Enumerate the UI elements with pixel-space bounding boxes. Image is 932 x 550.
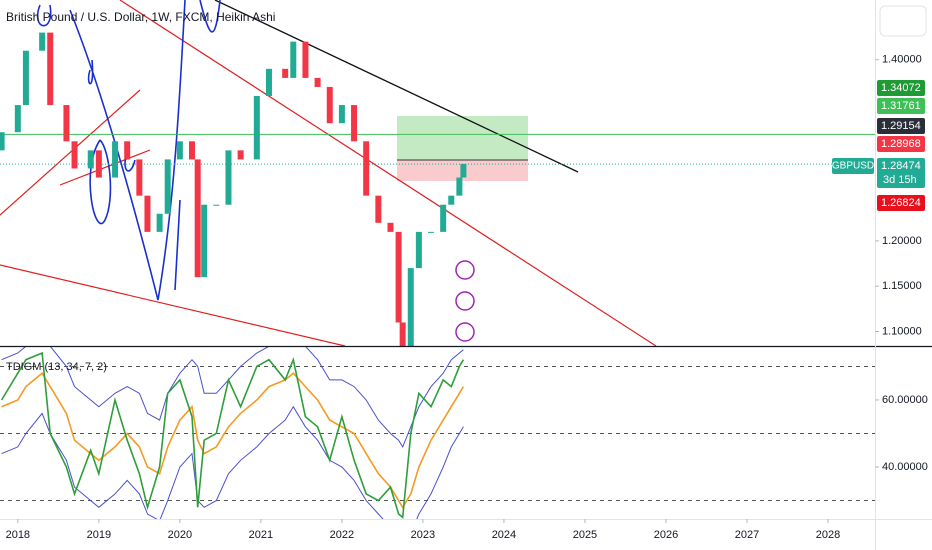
y-tick-label: 40.00000 bbox=[882, 461, 928, 473]
candle-body bbox=[164, 159, 171, 214]
price-label-bg bbox=[877, 158, 925, 188]
candle-body bbox=[428, 231, 435, 233]
candle-body bbox=[14, 105, 21, 133]
candle-body bbox=[189, 141, 196, 160]
toolbar-button[interactable] bbox=[879, 5, 927, 37]
candle-body bbox=[22, 50, 29, 106]
candle-body bbox=[71, 141, 78, 169]
candle-body bbox=[314, 77, 321, 87]
indicator-line bbox=[1, 347, 464, 449]
candle-body bbox=[351, 105, 358, 142]
hand-drawing bbox=[36, 0, 221, 301]
candle-body bbox=[213, 204, 220, 206]
candle-body bbox=[112, 141, 119, 178]
y-tick-label: 1.20000 bbox=[882, 235, 922, 247]
candle-body bbox=[124, 141, 131, 160]
trend-line bbox=[0, 89, 141, 216]
price-label: 1.34072 bbox=[881, 82, 921, 94]
price-label-sub: 3d 15h bbox=[883, 174, 917, 186]
event-icon bbox=[455, 322, 475, 342]
indicator-pane bbox=[0, 347, 875, 519]
candle-body bbox=[225, 150, 232, 205]
event-icon bbox=[455, 260, 475, 280]
indicator-line bbox=[1, 405, 464, 519]
candle-body bbox=[237, 150, 244, 160]
candle-body bbox=[0, 132, 5, 151]
price-label: 1.31761 bbox=[881, 100, 921, 112]
chart-title: British Pound / U.S. Dollar, 1W, FXCM, H… bbox=[6, 10, 275, 24]
price-label: 1.28474 bbox=[881, 160, 921, 172]
price-label-bg bbox=[877, 195, 925, 211]
x-tick-label: 2021 bbox=[249, 529, 273, 541]
candle-body bbox=[326, 86, 333, 124]
x-tick-label: 2028 bbox=[816, 529, 840, 541]
price-label-bg bbox=[877, 80, 925, 96]
candle-body bbox=[95, 150, 102, 178]
x-tick-label: 2020 bbox=[168, 529, 192, 541]
candle-body bbox=[440, 204, 447, 232]
candle-body bbox=[39, 32, 46, 51]
x-tick-label: 2019 bbox=[87, 529, 111, 541]
y-tick-label: 1.10000 bbox=[882, 325, 922, 337]
price-label-bg bbox=[877, 98, 925, 114]
x-tick-label: 2024 bbox=[492, 529, 516, 541]
axes: 2018 2019 2020 2021 2022 2023 2024 2025 2026 2027… bbox=[6, 54, 928, 541]
y-tick-label: 60.00000 bbox=[882, 394, 928, 406]
candle-body bbox=[144, 195, 151, 232]
x-tick-label: 2025 bbox=[573, 529, 597, 541]
candle-body bbox=[448, 195, 455, 205]
candle-body bbox=[395, 231, 402, 323]
candle-body bbox=[302, 41, 309, 78]
symbol-label: GBPUSD bbox=[832, 161, 874, 172]
candle-body bbox=[176, 141, 183, 160]
candle-body bbox=[399, 322, 406, 346]
candle-body bbox=[387, 222, 394, 232]
candle-body bbox=[136, 159, 143, 196]
candle-body bbox=[265, 68, 272, 97]
x-tick-label: 2018 bbox=[6, 529, 30, 541]
candle-body bbox=[201, 204, 208, 278]
candle-body bbox=[338, 105, 345, 124]
price-label: 1.29154 bbox=[881, 120, 921, 132]
candle-body bbox=[253, 96, 260, 160]
trend-line bbox=[0, 264, 346, 346]
candle-body bbox=[460, 163, 467, 178]
trend-line bbox=[119, 0, 657, 346]
x-tick-label: 2026 bbox=[654, 529, 678, 541]
candle-body bbox=[63, 105, 70, 142]
trend-line bbox=[214, 0, 579, 173]
candle-body bbox=[415, 231, 422, 269]
indicator-title: TDIGM (13, 34, 7, 2) bbox=[6, 361, 107, 373]
candle-body bbox=[456, 177, 463, 196]
y-tick-label: 1.15000 bbox=[882, 280, 922, 292]
price-pane bbox=[0, 0, 875, 346]
price-label-bg bbox=[877, 118, 925, 134]
candle-body bbox=[363, 141, 370, 196]
candle-body bbox=[194, 159, 201, 278]
trend-line bbox=[59, 149, 151, 186]
x-tick-label: 2027 bbox=[735, 529, 759, 541]
candle-body bbox=[156, 213, 163, 232]
candle-body bbox=[47, 32, 54, 106]
profit-zone bbox=[397, 116, 528, 160]
event-icon bbox=[455, 291, 475, 311]
y-tick-label: 1.40000 bbox=[882, 54, 922, 66]
candle-body bbox=[375, 195, 382, 223]
price-label: 1.26824 bbox=[881, 197, 921, 209]
indicator-line bbox=[1, 371, 465, 509]
indicator-line bbox=[0, 351, 465, 519]
x-tick-label: 2022 bbox=[330, 529, 354, 541]
price-label: 1.28968 bbox=[881, 138, 921, 150]
candle-body bbox=[407, 268, 414, 346]
x-tick-label: 2023 bbox=[411, 529, 435, 541]
candle-body bbox=[290, 41, 297, 78]
candle-body bbox=[87, 150, 94, 169]
symbol-label-bg bbox=[832, 158, 874, 174]
price-label-bg bbox=[877, 136, 925, 152]
candle-body bbox=[282, 68, 289, 78]
